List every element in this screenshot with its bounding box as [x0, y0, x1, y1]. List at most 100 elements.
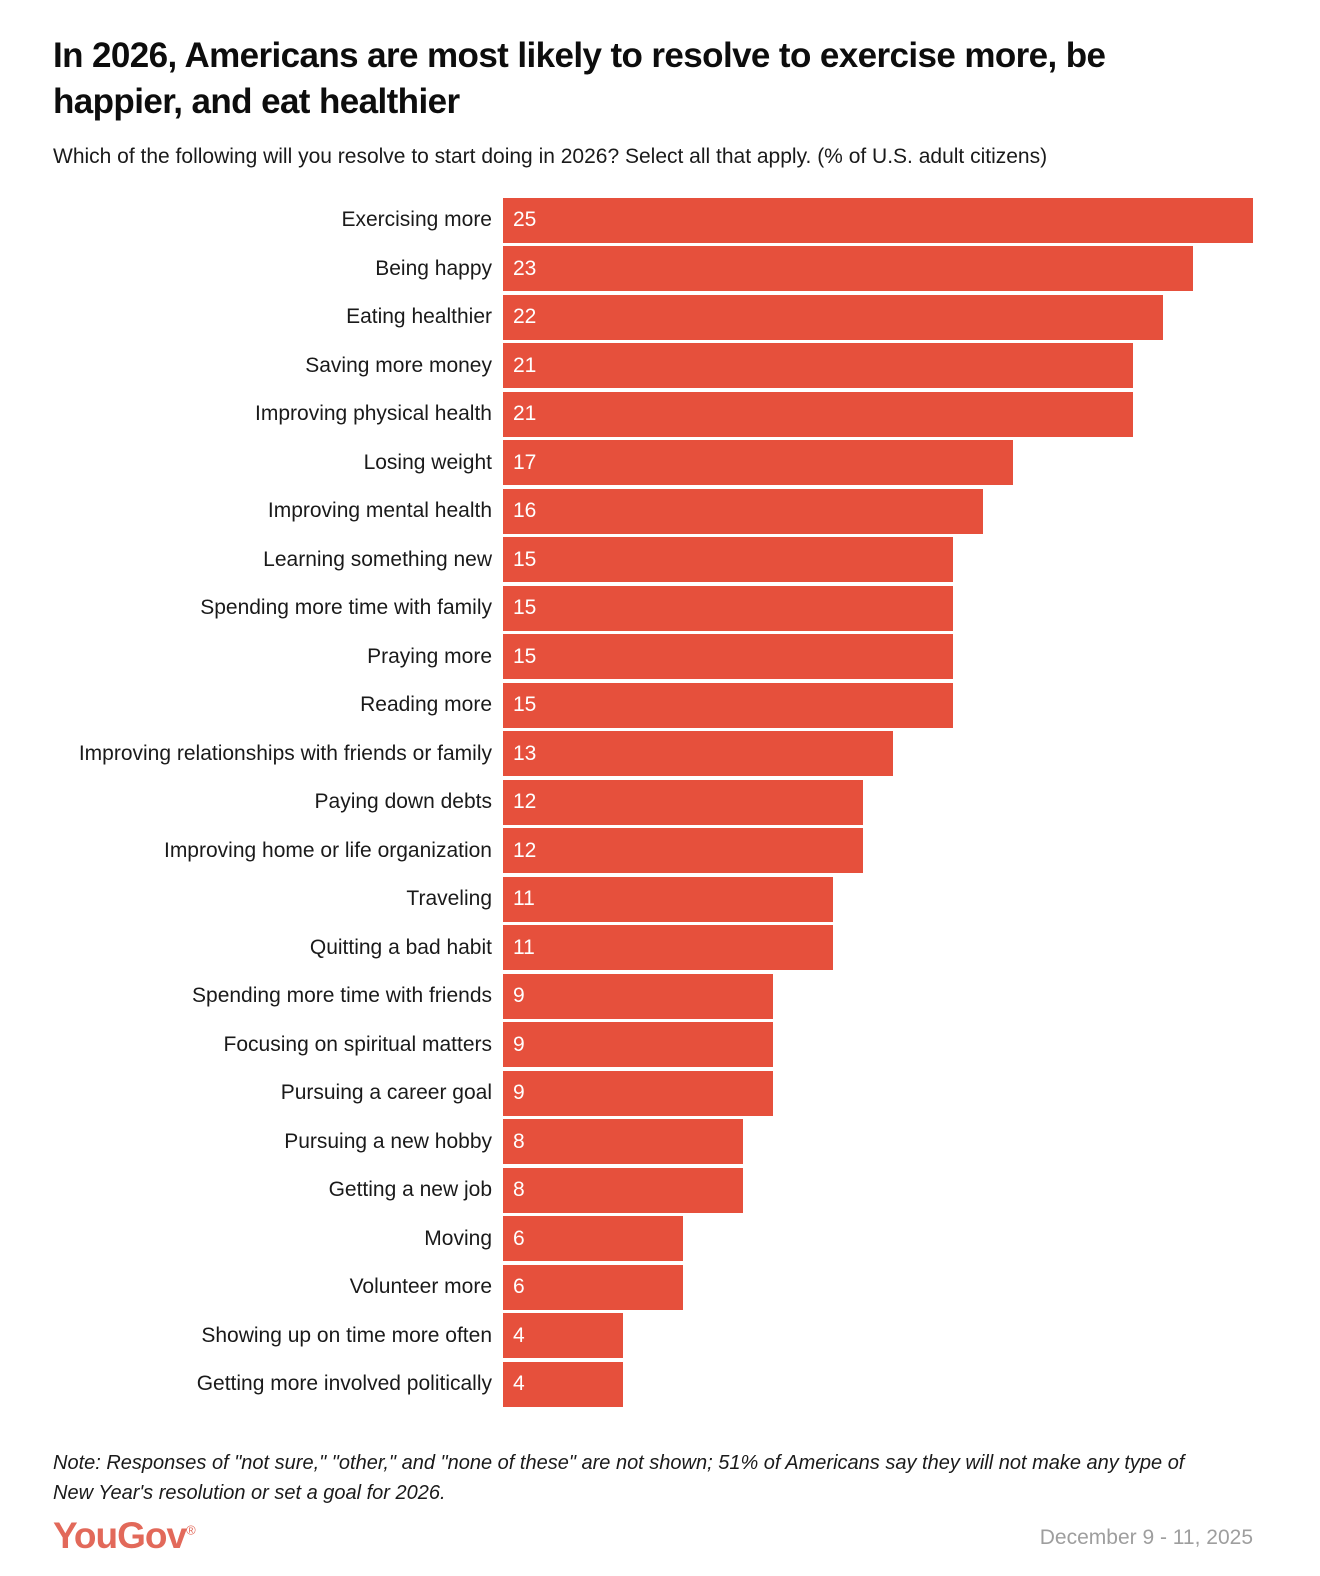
bar-value-label: 4 — [513, 1372, 525, 1396]
bar-label: Pursuing a new hobby — [284, 1129, 492, 1153]
bar: 6 — [503, 1216, 683, 1262]
bar-label: Learning something new — [263, 547, 492, 571]
bar-row: Focusing on spiritual matters 9 — [53, 1022, 1253, 1068]
bar: 9 — [503, 973, 773, 1019]
bar-label: Focusing on spiritual matters — [223, 1032, 492, 1056]
bar-track: 25 — [503, 197, 1253, 243]
bar-row: Spending more time with family 15 — [53, 585, 1253, 631]
bar-rows: Exercising more 25 Being happy 23 Eating hea… — [53, 197, 1253, 1407]
bar-value-label: 9 — [513, 1032, 525, 1056]
bar-value-label: 11 — [513, 935, 535, 959]
bar-label: Losing weight — [363, 450, 492, 474]
bar: 8 — [503, 1167, 743, 1213]
yougov-logo-text: YouGov — [53, 1514, 187, 1556]
bar-label: Improving relationships with friends or … — [78, 741, 492, 765]
bar-row: Improving home or life organization 12 — [53, 828, 1253, 874]
bar-value-label: 15 — [513, 596, 537, 620]
bar-track: 11 — [503, 925, 1253, 971]
bar: 12 — [503, 828, 863, 874]
bar-row: Reading more 15 — [53, 682, 1253, 728]
bar-track: 21 — [503, 343, 1253, 389]
bar-row: Volunteer more 6 — [53, 1264, 1253, 1310]
bar-label: Improving home or life organization — [163, 838, 492, 862]
bar-label: Improving physical health — [255, 402, 492, 426]
bar: 15 — [503, 585, 953, 631]
bar-value-label: 15 — [513, 644, 537, 668]
bar-label: Volunteer more — [349, 1275, 492, 1299]
chart-header: In 2026, Americans are most likely to re… — [53, 33, 1253, 171]
bar-track: 8 — [503, 1167, 1253, 1213]
bar-track: 8 — [503, 1119, 1253, 1165]
bar: 4 — [503, 1313, 623, 1359]
bar: 15 — [503, 682, 953, 728]
bar-value-label: 9 — [513, 984, 525, 1008]
chart-title: In 2026, Americans are most likely to re… — [53, 36, 1106, 122]
bar-value-label: 12 — [513, 838, 537, 862]
bar-track: 15 — [503, 585, 1253, 631]
bar-track: 21 — [503, 391, 1253, 437]
bar-label: Spending more time with friends — [192, 984, 492, 1008]
bar-label: Showing up on time more often — [201, 1323, 492, 1347]
bar-track: 16 — [503, 488, 1253, 534]
bar-value-label: 23 — [513, 256, 537, 280]
bar-row: Quitting a bad habit 11 — [53, 925, 1253, 971]
bar: 11 — [503, 876, 833, 922]
bar: 22 — [503, 294, 1163, 340]
bar-row: Moving 6 — [53, 1216, 1253, 1262]
bar-value-label: 13 — [513, 741, 537, 765]
bar-label: Exercising more — [341, 208, 492, 232]
bar-label: Moving — [424, 1226, 492, 1250]
bar-row: Eating healthier 22 — [53, 294, 1253, 340]
bar-track: 11 — [503, 876, 1253, 922]
bar: 16 — [503, 488, 983, 534]
bar-row: Pursuing a career goal 9 — [53, 1070, 1253, 1116]
bar-value-label: 6 — [513, 1226, 525, 1250]
bar-row: Paying down debts 12 — [53, 779, 1253, 825]
bar-chart: Exercising more 25 Being happy 23 Eating hea… — [53, 197, 1253, 1407]
bar-track: 17 — [503, 440, 1253, 486]
chart-note: Note: Responses of "not sure," "other," … — [53, 1451, 1185, 1504]
bar: 15 — [503, 634, 953, 680]
bar-value-label: 8 — [513, 1178, 525, 1202]
bar-track: 9 — [503, 973, 1253, 1019]
bar-row: Showing up on time more often 4 — [53, 1313, 1253, 1359]
bar-track: 4 — [503, 1313, 1253, 1359]
bar: 11 — [503, 925, 833, 971]
bar-label: Getting a new job — [328, 1178, 492, 1202]
bar-label: Paying down debts — [314, 790, 492, 814]
bar-track: 12 — [503, 828, 1253, 874]
bar-track: 12 — [503, 779, 1253, 825]
bar: 9 — [503, 1022, 773, 1068]
bar-label: Quitting a bad habit — [309, 935, 492, 959]
bar-track: 4 — [503, 1361, 1253, 1407]
bar: 6 — [503, 1264, 683, 1310]
bar-track: 6 — [503, 1264, 1253, 1310]
bar-row: Getting a new job 8 — [53, 1167, 1253, 1213]
bar: 12 — [503, 779, 863, 825]
bar-row: Pursuing a new hobby 8 — [53, 1119, 1253, 1165]
bar-track: 23 — [503, 246, 1253, 292]
bar-value-label: 4 — [513, 1323, 525, 1347]
bar: 21 — [503, 343, 1133, 389]
bar-label: Spending more time with family — [200, 596, 492, 620]
bar-track: 15 — [503, 682, 1253, 728]
bar-track: 9 — [503, 1022, 1253, 1068]
bar-value-label: 12 — [513, 790, 537, 814]
bar-row: Learning something new 15 — [53, 537, 1253, 583]
bar-value-label: 21 — [513, 402, 537, 426]
bar-row: Improving relationships with friends or … — [53, 731, 1253, 777]
footer-bottom: YouGov® December 9 - 11, 2025 — [53, 1517, 1253, 1554]
bar-value-label: 22 — [513, 305, 537, 329]
bar: 15 — [503, 537, 953, 583]
chart-footer: Note: Responses of "not sure," "other," … — [53, 1448, 1253, 1554]
yougov-logo: YouGov® — [53, 1517, 196, 1554]
bar-value-label: 9 — [513, 1081, 525, 1105]
bar-value-label: 8 — [513, 1129, 525, 1153]
bar-track: 22 — [503, 294, 1253, 340]
bar: 21 — [503, 391, 1133, 437]
bar-label: Improving mental health — [267, 499, 492, 523]
bar-track: 9 — [503, 1070, 1253, 1116]
bar-row: Being happy 23 — [53, 246, 1253, 292]
chart-subtitle: Which of the following will you resolve … — [53, 145, 1048, 169]
bar-label: Pursuing a career goal — [280, 1081, 492, 1105]
